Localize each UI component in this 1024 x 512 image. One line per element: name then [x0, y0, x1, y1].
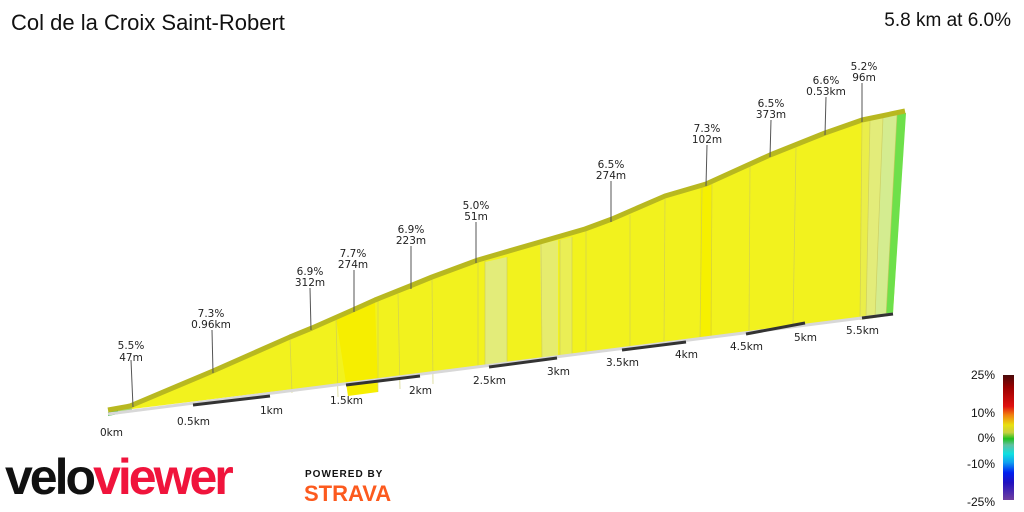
segment-length: 96m	[852, 72, 876, 84]
segment-gradient: 6.9%	[398, 224, 425, 236]
segment-gradient: 6.5%	[598, 159, 625, 171]
segment-length: 0.96km	[191, 319, 231, 331]
gradient-color-scale	[1003, 375, 1014, 500]
x-tick: 4km	[675, 349, 698, 361]
segment-annotations	[130, 83, 863, 408]
x-tick: 0km	[100, 427, 123, 439]
segment-gradient: 5.0%	[463, 200, 490, 212]
climb-summary: 5.8 km at 6.0%	[884, 10, 1011, 31]
segment-length: 274m	[596, 170, 626, 182]
x-tick: 1.5km	[330, 395, 363, 407]
veloviewer-logo: veloviewer	[5, 449, 234, 505]
logo-velo: velo	[5, 449, 96, 505]
segment-length: 51m	[464, 211, 488, 223]
segment-length: 47m	[119, 352, 143, 364]
powered-by-label: POWERED BY	[305, 469, 384, 480]
legend-tick-minus25: -25%	[966, 495, 995, 509]
logo-viewer: viewer	[93, 449, 234, 505]
legend-tick-10: 10%	[970, 406, 995, 420]
segment-length: 274m	[338, 259, 368, 271]
segment-length: 312m	[295, 277, 325, 289]
segment-gradient: 6.5%	[758, 98, 785, 110]
x-tick: 1km	[260, 405, 283, 417]
x-tick: 2.5km	[473, 375, 506, 387]
segment-gradient: 5.2%	[851, 61, 878, 73]
strava-logo: STRAVA	[304, 481, 392, 506]
x-tick: 2km	[409, 385, 432, 397]
segment-labels: 5.5% 47m 7.3% 0.96km 6.9% 312m 7.7% 274m…	[118, 61, 878, 364]
x-tick: 3km	[547, 366, 570, 378]
x-tick: 3.5km	[606, 357, 639, 369]
distance-axis-bands	[192, 312, 894, 407]
segment-length: 0.53km	[806, 86, 846, 98]
segment-gradient: 6.6%	[813, 75, 840, 87]
segment-gradient: 5.5%	[118, 340, 145, 352]
climb-title: Col de la Croix Saint-Robert	[11, 10, 285, 35]
profile-fill	[107, 108, 906, 416]
legend-tick-minus10: -10%	[966, 457, 995, 471]
segment-gradient: 7.3%	[198, 308, 225, 320]
segment-gradient: 6.9%	[297, 266, 324, 278]
x-tick: 5km	[794, 332, 817, 344]
x-tick: 5.5km	[846, 325, 879, 337]
segment-length: 223m	[396, 235, 426, 247]
segment-length: 102m	[692, 134, 722, 146]
segment-length: 373m	[756, 109, 786, 121]
legend-tick-25: 25%	[970, 368, 995, 382]
segment-gradient: 7.7%	[340, 248, 367, 260]
segment-gradient: 7.3%	[694, 123, 721, 135]
legend-tick-0: 0%	[977, 431, 995, 445]
x-tick: 0.5km	[177, 416, 210, 428]
x-axis-labels: 0km 0.5km 1km 1.5km 2km 2.5km 3km 3.5km …	[100, 325, 879, 439]
x-tick: 4.5km	[730, 341, 763, 353]
